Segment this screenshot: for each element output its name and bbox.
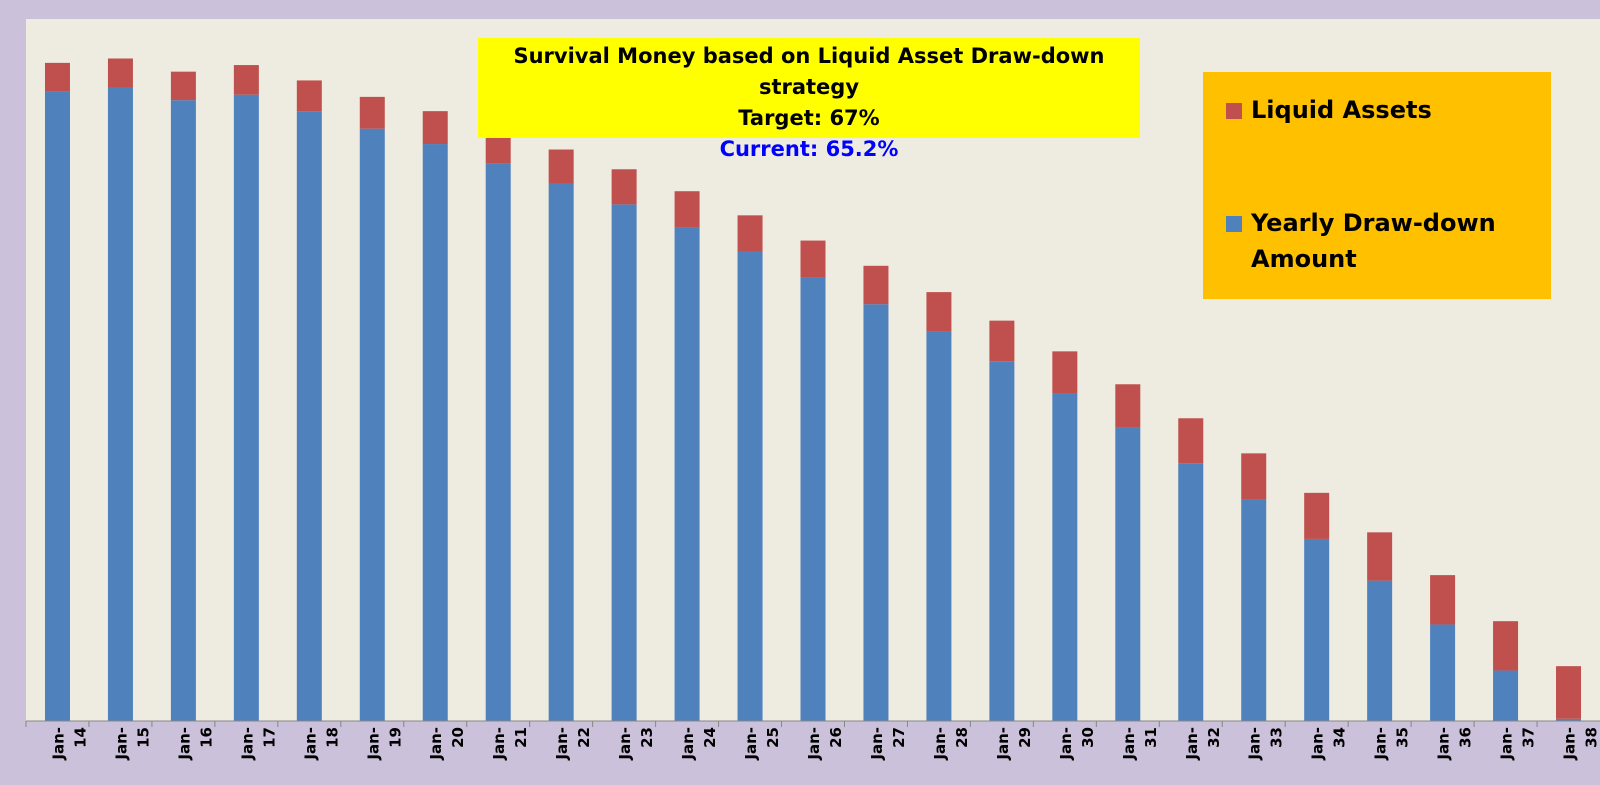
legend-swatch-liquid-assets	[1226, 103, 1242, 119]
legend-item-liquid-assets: Liquid Assets	[1226, 92, 1432, 128]
bar-draw-down-jan-24	[674, 227, 700, 721]
x-tick-label: Jan- 26	[805, 727, 845, 761]
x-tick-label: Jan- 29	[994, 727, 1034, 761]
x-tick-label: Jan- 25	[742, 727, 782, 761]
bar-draw-down-jan-31	[1115, 427, 1141, 721]
bar-draw-down-jan-21	[485, 163, 511, 722]
bar-liquid-assets-jan-28	[926, 292, 952, 332]
x-tick-label: Jan- 24	[679, 727, 719, 761]
x-tick-label: Jan- 35	[1372, 727, 1412, 761]
chart-current-text: Current: 65.2%	[719, 137, 899, 161]
bar-draw-down-jan-32	[1178, 463, 1204, 721]
x-tick-label: Jan- 28	[931, 727, 971, 761]
bar-liquid-assets-jan-20	[422, 111, 448, 145]
bar-draw-down-jan-33	[1241, 499, 1267, 721]
bar-liquid-assets-jan-22	[548, 149, 574, 184]
bar-liquid-assets-jan-38	[1556, 666, 1582, 719]
bar-draw-down-jan-35	[1367, 580, 1393, 721]
bar-liquid-assets-jan-36	[1430, 575, 1456, 625]
bar-draw-down-jan-27	[863, 304, 889, 721]
bar-draw-down-jan-23	[611, 204, 637, 721]
bar-draw-down-jan-22	[548, 183, 574, 721]
bar-draw-down-jan-18	[296, 111, 322, 721]
bar-draw-down-jan-29	[989, 361, 1015, 721]
bar-draw-down-jan-19	[359, 128, 385, 721]
bar-liquid-assets-jan-18	[296, 80, 322, 112]
bar-draw-down-jan-16	[170, 100, 196, 721]
bar-draw-down-jan-37	[1493, 670, 1519, 721]
bar-draw-down-jan-15	[107, 87, 133, 722]
x-tick-label: Jan- 16	[175, 727, 215, 761]
legend: Liquid Assets Yearly Draw-down Amount	[1203, 72, 1551, 299]
x-tick-label: Jan- 18	[301, 727, 341, 761]
bar-liquid-assets-jan-37	[1493, 621, 1519, 671]
bar-liquid-assets-jan-29	[989, 320, 1015, 362]
bar-liquid-assets-jan-23	[611, 169, 637, 205]
bar-liquid-assets-jan-27	[863, 265, 889, 305]
bar-draw-down-jan-36	[1430, 624, 1456, 721]
bar-draw-down-jan-20	[422, 144, 448, 721]
bar-draw-down-jan-14	[44, 91, 70, 722]
bar-draw-down-jan-25	[737, 251, 763, 721]
x-tick-label: Jan- 33	[1246, 727, 1286, 761]
bar-liquid-assets-jan-26	[800, 240, 826, 278]
bar-draw-down-jan-30	[1052, 393, 1078, 721]
bar-liquid-assets-jan-25	[737, 215, 763, 252]
x-tick-label: Jan- 34	[1309, 727, 1349, 761]
x-tick-label: Jan- 17	[238, 727, 278, 761]
bar-liquid-assets-jan-19	[359, 96, 385, 129]
x-tick-label: Jan- 15	[112, 727, 152, 761]
bar-draw-down-jan-38	[1556, 718, 1582, 721]
x-tick-label: Jan- 20	[427, 727, 467, 761]
legend-label-liquid-assets: Liquid Assets	[1251, 96, 1432, 124]
bar-liquid-assets-jan-16	[170, 71, 196, 101]
x-tick-label: Jan- 36	[1435, 727, 1475, 761]
bar-draw-down-jan-34	[1304, 538, 1330, 721]
x-tick-label: Jan- 32	[1183, 727, 1223, 761]
x-tick-label: Jan- 21	[490, 727, 530, 761]
chart-title-box: Survival Money based on Liquid Asset Dra…	[478, 38, 1140, 161]
x-tick-label: Jan- 14	[49, 727, 89, 761]
bar-liquid-assets-jan-24	[674, 191, 700, 228]
chart-title: Survival Money based on Liquid Asset Dra…	[513, 44, 1105, 99]
x-axis: Jan- 14 Jan- 15 Jan- 16 Jan- 17 Jan- 18 Jan- 19 Jan-…	[25, 720, 1600, 761]
bar-liquid-assets-jan-15	[107, 58, 133, 88]
legend-swatch-yearly-draw-down	[1226, 216, 1242, 232]
x-tick-label: Jan- 31	[1120, 727, 1160, 761]
x-tick-label: Jan- 38	[1561, 727, 1600, 761]
bars-group	[44, 58, 1582, 722]
x-tick-label: Jan- 37	[1498, 727, 1538, 761]
bar-liquid-assets-jan-35	[1367, 532, 1393, 581]
x-tick-label: Jan- 22	[553, 727, 593, 761]
bar-draw-down-jan-17	[233, 94, 259, 721]
x-tick-label: Jan- 27	[868, 727, 908, 761]
bar-liquid-assets-jan-14	[44, 62, 70, 92]
bar-liquid-assets-jan-17	[233, 65, 259, 95]
bar-liquid-assets-jan-30	[1052, 351, 1078, 394]
bar-liquid-assets-jan-32	[1178, 418, 1204, 464]
bar-draw-down-jan-26	[800, 277, 826, 721]
bar-draw-down-jan-28	[926, 331, 952, 721]
legend-label-yearly-draw-down: Yearly Draw-down Amount	[1251, 209, 1496, 273]
x-tick-label: Jan- 19	[364, 727, 404, 761]
x-tick-label: Jan- 23	[616, 727, 656, 761]
legend-item-yearly-draw-down: Yearly Draw-down Amount	[1226, 205, 1511, 277]
chart-target-text: Target: 67%	[738, 106, 880, 130]
bar-liquid-assets-jan-34	[1304, 492, 1330, 539]
bar-liquid-assets-jan-33	[1241, 453, 1267, 500]
bar-liquid-assets-jan-31	[1115, 384, 1141, 428]
x-tick-label: Jan- 30	[1057, 727, 1097, 761]
